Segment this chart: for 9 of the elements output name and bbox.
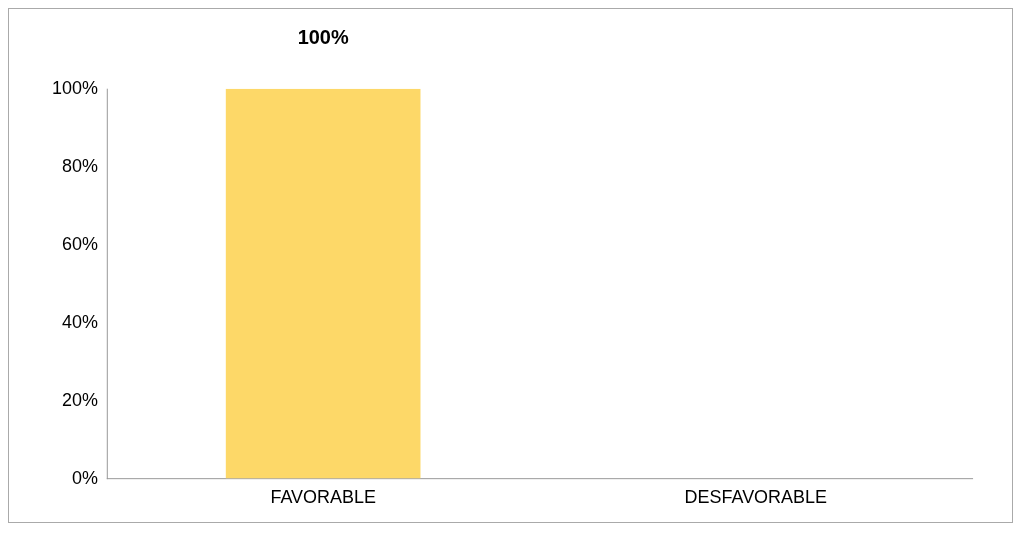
y-tick-label: 40% [61,311,98,332]
x-tick-label: FAVORABLE [270,487,376,508]
data-label: 100% [297,26,349,49]
y-tick-label: 80% [61,155,98,176]
y-tick-label: 0% [71,467,98,488]
y-tick-label: 60% [61,233,98,254]
y-tick-label: 20% [61,389,98,410]
y-tick-label: 100% [51,77,98,98]
x-tick-label: DESFAVORABLE [684,487,827,508]
